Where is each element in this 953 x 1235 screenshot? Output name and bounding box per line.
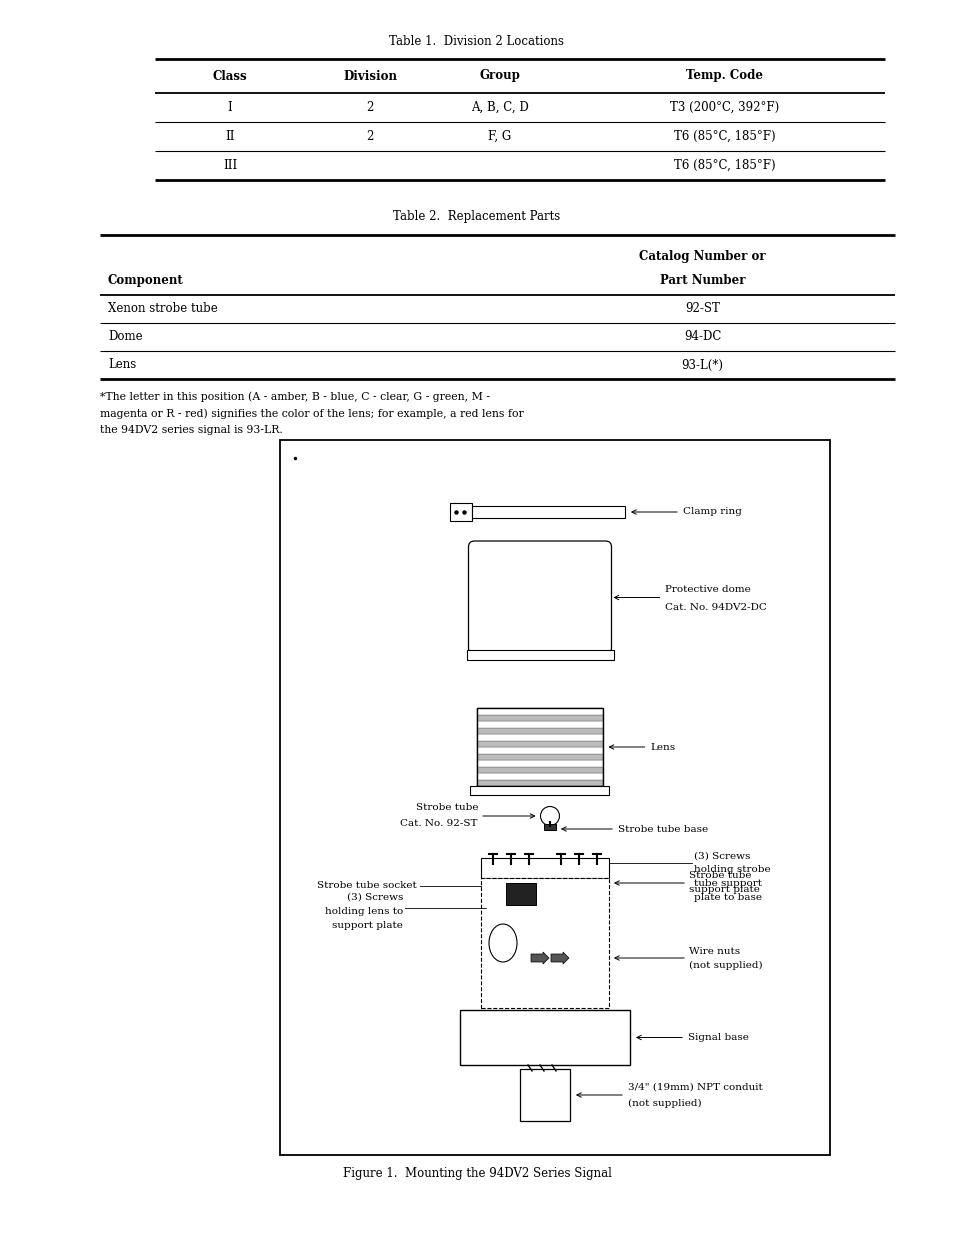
Text: *The letter in this position (A - amber, B - blue, C - clear, G - green, M -: *The letter in this position (A - amber,… [100,391,490,401]
Text: Dome: Dome [108,331,143,343]
Text: Table 1.  Division 2 Locations: Table 1. Division 2 Locations [389,35,564,48]
Bar [477,767,602,773]
Text: 94-DC: 94-DC [683,331,720,343]
Text: (3) Screws: (3) Screws [693,851,750,861]
Text: Cat. No. 94DV2-DC: Cat. No. 94DV2-DC [665,603,766,613]
Bar [477,747,602,753]
Text: (not supplied): (not supplied) [688,961,761,969]
Bar [477,741,602,747]
Text: 3/4" (19mm) NPT conduit: 3/4" (19mm) NPT conduit [627,1083,762,1092]
Bar [477,753,602,760]
FancyArrow shape [531,952,548,965]
Text: Wire nuts: Wire nuts [688,946,740,956]
Text: Catalog Number or: Catalog Number or [639,251,765,263]
Text: Figure 1.  Mounting the 94DV2 Series Signal: Figure 1. Mounting the 94DV2 Series Sign… [342,1167,611,1179]
Text: tube support: tube support [693,879,761,888]
Text: Protective dome: Protective dome [665,585,750,594]
Bar [477,760,602,767]
Text: Xenon strobe tube: Xenon strobe tube [108,303,217,315]
Text: Group: Group [479,69,520,83]
Text: 93-L(*): 93-L(*) [680,358,722,372]
Text: 92-ST: 92-ST [684,303,720,315]
Text: Strobe tube: Strobe tube [688,872,751,881]
Bar [477,773,602,779]
Text: Strobe tube base: Strobe tube base [618,825,707,834]
Bar [466,650,613,659]
Text: 2: 2 [366,130,374,143]
Bar [505,883,536,905]
FancyArrow shape [551,952,568,965]
Bar [280,440,829,1155]
Text: Lens: Lens [108,358,136,372]
Text: Strobe tube socket: Strobe tube socket [317,882,416,890]
Bar [477,708,602,785]
Bar [477,721,602,727]
Text: III: III [223,159,237,172]
Text: the 94DV2 series signal is 93-LR.: the 94DV2 series signal is 93-LR. [100,425,282,435]
Text: holding strobe: holding strobe [693,866,770,874]
Text: holding lens to: holding lens to [324,906,402,915]
Bar [450,503,472,521]
Text: II: II [225,130,234,143]
Bar [519,1070,569,1121]
Text: support plate: support plate [332,920,402,930]
Text: Part Number: Part Number [659,274,744,288]
Text: magenta or R - red) signifies the color of the lens; for example, a red lens for: magenta or R - red) signifies the color … [100,408,523,419]
Bar [470,785,609,795]
Text: Temp. Code: Temp. Code [686,69,762,83]
Text: Class: Class [213,69,247,83]
Circle shape [540,806,558,825]
FancyBboxPatch shape [468,541,611,655]
Text: I: I [228,101,233,114]
Bar [480,858,608,878]
Text: Component: Component [108,274,184,288]
Text: Lens: Lens [650,742,675,752]
Text: 2: 2 [366,101,374,114]
Text: A, B, C, D: A, B, C, D [471,101,528,114]
Bar [477,708,602,715]
Bar [543,824,556,830]
Bar [459,1010,629,1065]
Text: support plate: support plate [688,885,760,894]
Text: Division: Division [343,69,396,83]
Bar [480,878,608,1008]
Text: (not supplied): (not supplied) [627,1098,700,1108]
Text: plate to base: plate to base [693,893,761,903]
Text: T6 (85°C, 185°F): T6 (85°C, 185°F) [674,159,775,172]
Bar [477,779,602,785]
Bar [472,506,624,517]
Bar [477,727,602,734]
Text: Strobe tube: Strobe tube [416,803,477,811]
Text: T3 (200°C, 392°F): T3 (200°C, 392°F) [670,101,779,114]
Text: (3) Screws: (3) Screws [346,893,402,902]
Text: Clamp ring: Clamp ring [682,508,741,516]
Text: T6 (85°C, 185°F): T6 (85°C, 185°F) [674,130,775,143]
Text: F, G: F, G [488,130,511,143]
Text: Signal base: Signal base [687,1032,748,1042]
Text: Cat. No. 92-ST: Cat. No. 92-ST [400,819,477,827]
Bar [477,734,602,741]
Text: Table 2.  Replacement Parts: Table 2. Replacement Parts [393,210,560,224]
Bar [477,715,602,721]
